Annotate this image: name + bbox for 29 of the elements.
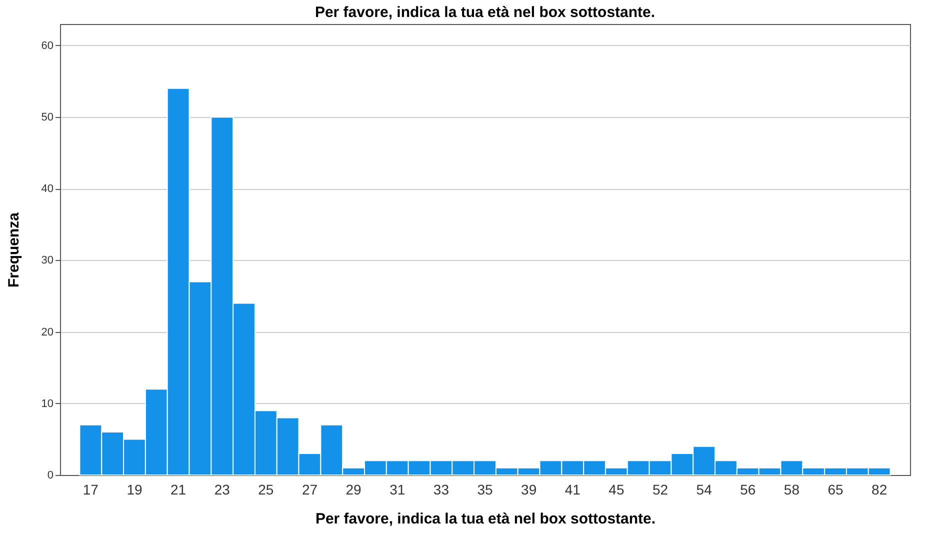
x-tick-label: 45 [608, 482, 624, 498]
x-axis-title: Per favore, indica la tua età nel box sottostante. [315, 510, 656, 528]
x-tick-label: 17 [82, 482, 99, 498]
y-axis-title: Frequenza [5, 212, 22, 288]
chart-title: Per favore, indica la tua età nel box sottostante. [314, 4, 656, 21]
y-tick-label: 60 [41, 40, 54, 52]
x-tick-label: 82 [872, 482, 888, 498]
x-tick-label: 58 [784, 482, 800, 498]
y-tick-label: 50 [41, 112, 54, 124]
y-tick-label: 40 [41, 183, 54, 196]
x-tick-label: 31 [390, 482, 406, 498]
x-tick-label: 35 [477, 482, 493, 498]
y-tick-label: 30 [41, 254, 54, 267]
x-tick-label: 56 [740, 482, 756, 498]
x-tick-label: 39 [521, 482, 537, 498]
y-tick-label: 0 [47, 470, 54, 482]
x-tick-label: 65 [828, 482, 844, 498]
x-tick-label: 23 [214, 482, 230, 498]
x-tick-label: 29 [346, 482, 362, 498]
y-tick-label: 20 [41, 326, 54, 338]
x-tick-label: 41 [564, 482, 581, 498]
x-tick-label: 33 [433, 482, 450, 498]
x-tick-label: 52 [652, 482, 668, 498]
x-tick-label: 25 [258, 482, 274, 498]
x-tick-label: 27 [302, 482, 318, 498]
x-tick-label: 21 [170, 482, 186, 498]
x-tick-label: 54 [696, 482, 712, 498]
y-tick-label: 10 [41, 398, 54, 410]
x-tick-label: 19 [126, 482, 142, 498]
